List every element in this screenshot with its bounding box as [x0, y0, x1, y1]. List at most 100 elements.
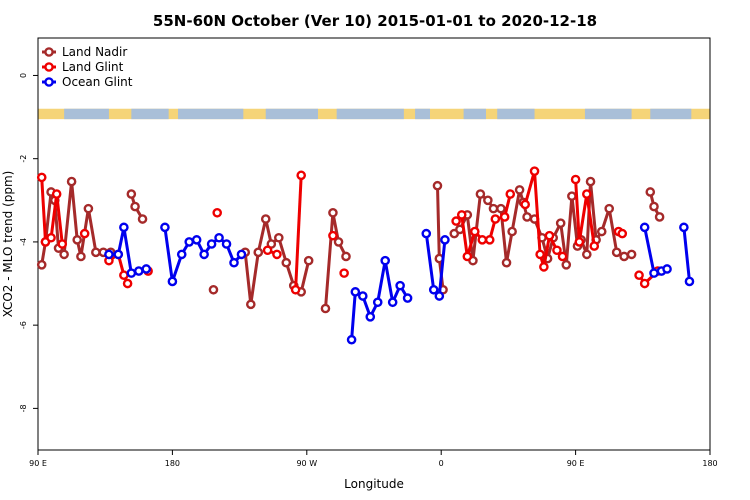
y-axis-label: XCO2 - MLO trend (ppm) — [1, 171, 15, 318]
data-point-land-nadir — [273, 232, 284, 243]
data-point-land-glint — [505, 189, 516, 199]
data-point-land-glint — [477, 235, 488, 245]
data-point-ocean-glint — [133, 266, 144, 276]
data-point-ocean-glint — [221, 239, 232, 249]
data-point-land-glint — [484, 235, 495, 245]
data-point-land-glint — [272, 249, 282, 260]
data-point-land-nadir — [137, 214, 148, 224]
ocean-band-segment — [584, 108, 632, 120]
y-axis-ticks: 0 -2 -4 -6 -8 — [19, 73, 38, 412]
legend-marker — [44, 47, 54, 57]
data-point-land-glint — [57, 239, 68, 249]
x-tick-label: 90 E — [567, 459, 585, 468]
data-point-land-nadir — [596, 226, 607, 237]
data-point-ocean-glint — [421, 228, 432, 239]
series-line-ocean-glint — [682, 227, 691, 282]
data-point-ocean-glint — [350, 287, 361, 297]
data-point-ocean-glint — [357, 291, 368, 301]
data-point-land-nadir — [208, 284, 219, 295]
x-axis-ticks: 90 E 180 90 W 0 90 E 180 — [29, 450, 718, 468]
data-point-ocean-glint — [191, 235, 202, 245]
data-point-land-glint — [51, 189, 62, 199]
data-point-land-glint — [490, 214, 501, 224]
legend-item-land-glint: Land Glint — [42, 60, 124, 74]
y-tick-label: -8 — [19, 404, 28, 412]
data-point-land-nadir — [72, 235, 82, 245]
data-point-land-glint — [539, 262, 549, 272]
data-point-land-nadir — [475, 189, 486, 199]
data-point-ocean-glint — [402, 293, 413, 303]
data-point-land-glint — [574, 237, 585, 247]
data-point-land-glint — [589, 241, 600, 251]
data-point-ocean-glint — [434, 291, 445, 301]
data-point-land-nadir — [522, 212, 532, 222]
ocean-band-segment — [336, 108, 404, 120]
ocean-band-segment — [64, 108, 109, 120]
x-tick-label: 180 — [165, 459, 180, 468]
data-point-land-glint — [36, 172, 47, 183]
data-point-land-nadir — [496, 203, 506, 214]
data-point-ocean-glint — [649, 268, 659, 278]
data-point-ocean-glint — [380, 255, 391, 266]
x-tick-label: 90 W — [296, 459, 317, 468]
data-point-land-glint — [46, 232, 56, 243]
legend-item-ocean-glint: Ocean Glint — [42, 75, 133, 89]
data-point-land-glint — [469, 226, 480, 237]
data-point-land-nadir — [555, 218, 566, 228]
ocean-band-segment — [497, 108, 535, 120]
legend-label: Ocean Glint — [62, 75, 133, 89]
data-point-ocean-glint — [662, 264, 672, 274]
data-point-land-nadir — [514, 185, 525, 195]
data-point-land-glint — [290, 284, 301, 295]
data-point-land-glint — [634, 270, 644, 281]
data-point-land-nadir — [130, 201, 140, 212]
data-point-land-nadir — [281, 257, 292, 268]
data-point-ocean-glint — [684, 276, 695, 287]
data-point-land-nadir — [604, 203, 615, 214]
data-point-land-glint — [119, 270, 129, 281]
data-point-land-glint — [570, 174, 581, 185]
series-group — [36, 166, 695, 345]
data-point-land-glint — [262, 245, 273, 256]
data-point-land-nadir — [488, 203, 499, 214]
ocean-band-segment — [415, 108, 430, 120]
data-point-land-glint — [79, 228, 90, 239]
data-point-land-glint — [212, 207, 222, 218]
data-point-ocean-glint — [119, 222, 129, 233]
data-point-ocean-glint — [104, 249, 114, 260]
data-point-land-nadir — [567, 191, 577, 201]
data-point-land-glint — [328, 230, 338, 241]
data-point-land-nadir — [507, 226, 517, 237]
y-tick-label: 0 — [19, 73, 28, 78]
data-point-ocean-glint — [176, 249, 187, 260]
data-point-land-glint — [639, 278, 650, 289]
plot-frame — [37, 37, 711, 451]
x-tick-label: 90 E — [29, 459, 47, 468]
data-point-ocean-glint — [199, 249, 209, 260]
data-point-ocean-glint — [229, 257, 239, 268]
data-point-land-nadir — [619, 251, 629, 262]
y-tick-label: -6 — [19, 321, 28, 329]
data-point-ocean-glint — [113, 249, 124, 260]
data-point-land-glint — [529, 166, 540, 176]
data-point-ocean-glint — [160, 222, 170, 233]
y-tick-label: -2 — [19, 155, 28, 163]
data-point-land-nadir — [483, 195, 493, 206]
data-point-ocean-glint — [167, 276, 178, 287]
data-point-land-glint — [520, 199, 531, 210]
data-point-ocean-glint — [365, 312, 376, 322]
data-point-land-nadir — [585, 176, 596, 187]
data-point-land-nadir — [328, 207, 338, 218]
ocean-band-segment — [650, 108, 692, 120]
legend-marker — [44, 77, 54, 87]
data-point-land-nadir — [501, 257, 512, 268]
data-point-land-nadir — [83, 203, 94, 214]
data-point-land-nadir — [649, 201, 659, 212]
series-line-land-nadir — [324, 211, 348, 309]
series-line-land-glint — [574, 179, 596, 247]
data-point-ocean-glint — [372, 297, 383, 308]
data-point-land-nadir — [303, 255, 314, 266]
data-point-land-nadir — [320, 303, 331, 314]
